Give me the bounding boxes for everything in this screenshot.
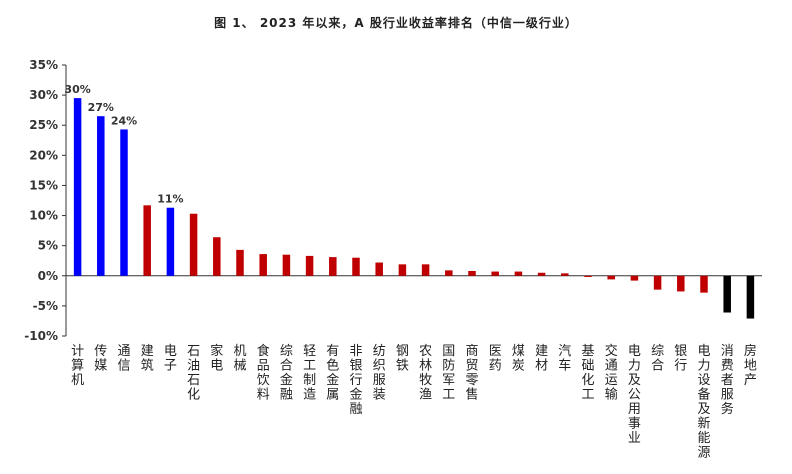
- x-tick-label: 银行: [674, 344, 687, 374]
- bar: [213, 237, 221, 276]
- x-tick-label: 基础化工: [581, 344, 594, 403]
- x-tick-label: 电子: [164, 344, 177, 374]
- x-tick-label: 电力及公用事业: [628, 344, 641, 446]
- x-tick-label: 农林牧渔: [419, 344, 432, 403]
- bar: [421, 264, 430, 276]
- x-tick-label: 电力设备及新能源: [697, 344, 710, 461]
- x-tick-label: 有色金属: [326, 344, 339, 403]
- x-tick-label: 家电: [210, 343, 223, 374]
- bar: [189, 213, 198, 276]
- data-label: 30%: [64, 83, 90, 96]
- data-label: 27%: [88, 101, 114, 114]
- data-label: 11%: [157, 193, 183, 206]
- bar: [607, 275, 615, 280]
- y-tick-label: -5%: [33, 299, 58, 313]
- x-tick-label: 轻工制造: [303, 344, 316, 403]
- bar: [97, 116, 105, 276]
- bar: [584, 275, 592, 277]
- bar: [166, 207, 175, 276]
- x-tick-label: 交通运输: [605, 343, 618, 403]
- bar: [653, 275, 662, 290]
- x-tick-label: 石油石化: [187, 344, 200, 403]
- x-tick-label: 计算机: [71, 344, 84, 388]
- y-tick-label: 35%: [29, 58, 58, 72]
- x-tick-label: 医药: [489, 344, 502, 374]
- bar: [305, 255, 314, 276]
- x-tick-label: 商贸零售: [465, 344, 478, 403]
- bar: [120, 129, 128, 276]
- y-tick-label: 15%: [29, 178, 58, 192]
- x-tick-label: 汽车: [558, 344, 571, 374]
- bar: [375, 262, 383, 276]
- bar: [468, 270, 476, 276]
- bar: [700, 275, 708, 293]
- y-tick-label: -10%: [24, 329, 58, 343]
- bar: [630, 275, 639, 281]
- y-tick-label: 5%: [38, 239, 58, 253]
- y-tick-label: 25%: [29, 118, 58, 132]
- bar: [537, 272, 546, 276]
- x-tick-label: 通信: [117, 344, 130, 374]
- bar: [236, 249, 244, 276]
- bar: [514, 271, 523, 276]
- data-label: 24%: [111, 114, 137, 127]
- x-tick-label: 非银行金融: [349, 344, 362, 417]
- chart-title: 图 1、 2023 年以来，A 股行业收益率排名（中信一级行业）: [214, 16, 578, 30]
- bar: [677, 275, 685, 292]
- bar: [723, 275, 731, 313]
- bar-layer: [73, 98, 755, 319]
- axis-layer: -10% -5% 0% 5% 10% 15% 20% 25% 30% 35%: [24, 58, 762, 343]
- x-tick-label: 煤炭: [512, 344, 525, 374]
- bar: [491, 271, 499, 276]
- x-tick-label: 综合: [651, 344, 664, 374]
- x-tick-label: 国防军工: [442, 344, 455, 403]
- bar: [398, 264, 407, 276]
- y-tick-label: 0%: [38, 269, 58, 283]
- x-tick-label: 建筑: [141, 344, 154, 374]
- x-tick-label: 房地产: [744, 343, 757, 388]
- bar: [143, 205, 151, 276]
- x-tick-label: 消费者服务: [721, 344, 734, 417]
- bar: [746, 275, 755, 319]
- x-tick-label: 食品饮料: [257, 343, 270, 403]
- bar: [73, 98, 82, 276]
- y-tick-label: 10%: [29, 209, 58, 223]
- bar: [282, 254, 291, 276]
- bar: [561, 273, 569, 276]
- bar: [445, 270, 453, 276]
- x-tick-label: 建材: [535, 344, 548, 374]
- x-tick-label: 钢铁: [396, 344, 409, 374]
- bar: [259, 254, 267, 276]
- y-tick-label: 30%: [29, 88, 58, 102]
- bar: [352, 257, 360, 276]
- bar: [329, 257, 337, 276]
- y-tick-label: 20%: [29, 148, 58, 162]
- x-tick-label: 纺织服装: [373, 344, 386, 403]
- x-tick-label: 综合金融: [280, 344, 293, 403]
- x-tick-label: 机械: [233, 344, 246, 374]
- x-tick-label: 传媒: [94, 344, 107, 374]
